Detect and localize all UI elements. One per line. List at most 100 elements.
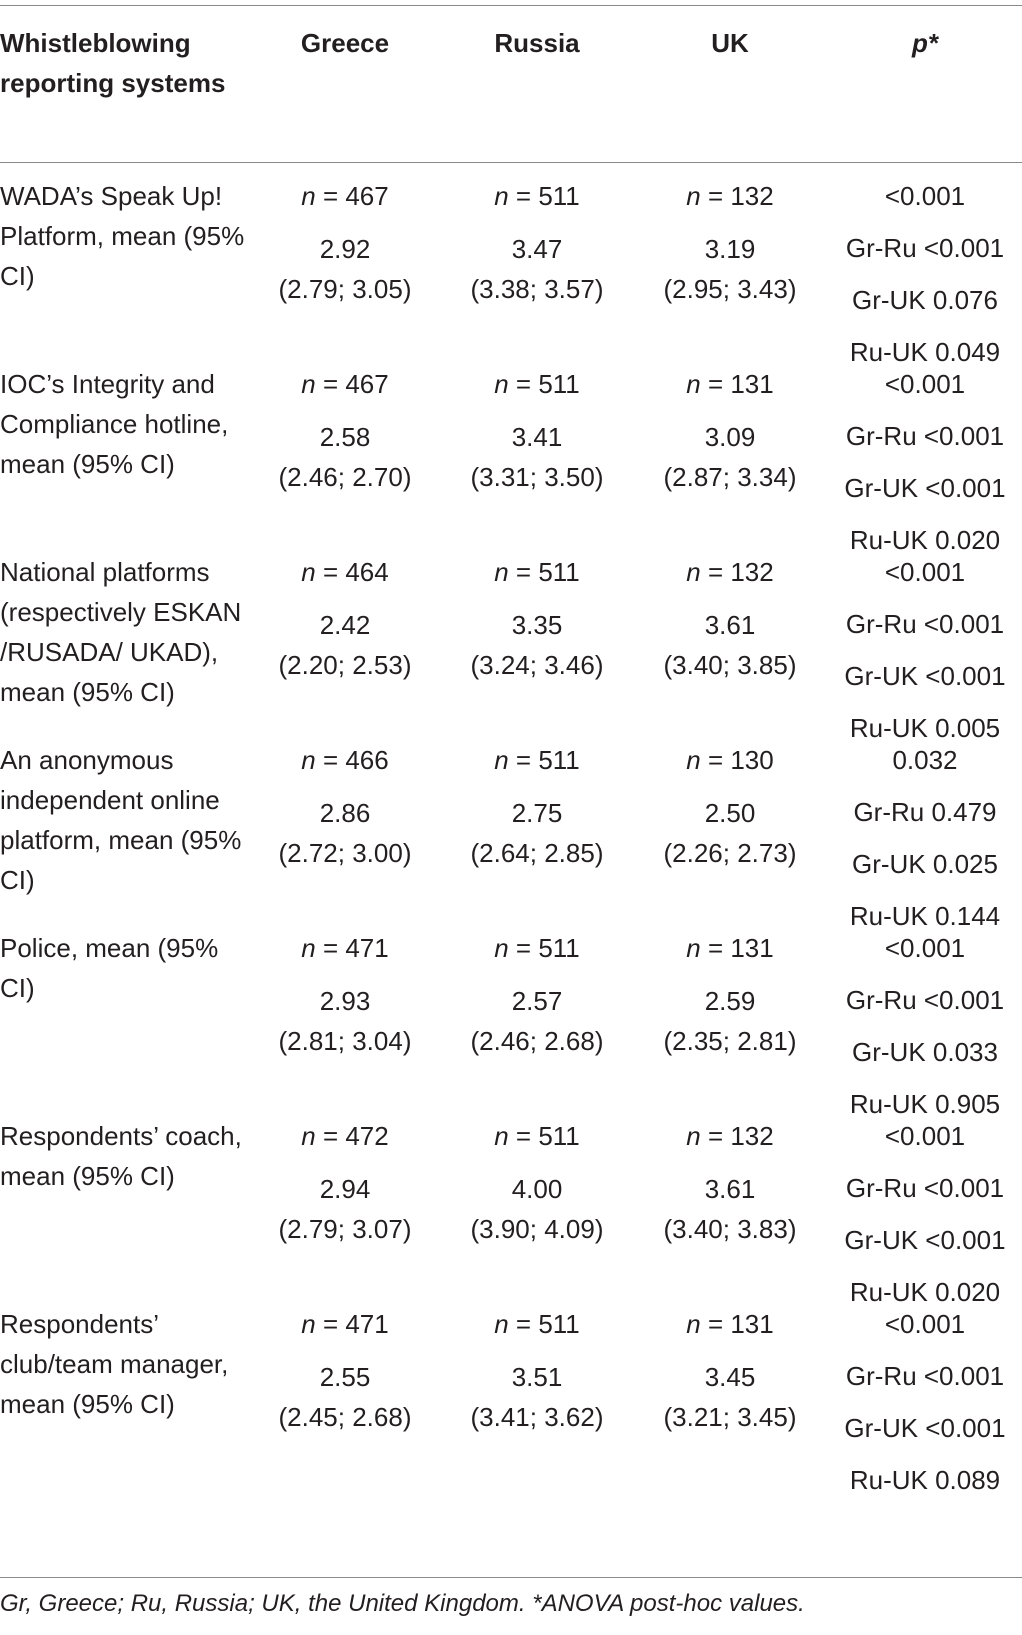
uk-ci: (2.87; 3.34) <box>663 462 797 492</box>
greece-n: n = 471 <box>301 933 389 963</box>
p-value: Ru-UK 0.089 <box>849 1465 1001 1495</box>
cell-russia: n = 511 2.75 (2.64; 2.85) <box>452 740 622 873</box>
cell-uk: n = 132 3.61 (3.40; 3.85) <box>645 552 815 685</box>
greece-mean: 2.42 <box>319 610 371 640</box>
russia-mean: 3.51 <box>511 1362 563 1392</box>
uk-ci: (3.21; 3.45) <box>663 1402 797 1432</box>
greece-ci: (2.81; 3.04) <box>278 1026 412 1056</box>
uk-n: n = 131 <box>686 369 774 399</box>
cell-p-values: <0.001 Gr-Ru <0.001 Gr-UK 0.033 Ru-UK 0.905 <box>828 928 1022 1136</box>
russia-n: n = 511 <box>494 181 580 211</box>
russia-n: n = 511 <box>494 745 580 775</box>
cell-russia: n = 511 4.00 (3.90; 4.09) <box>452 1116 622 1249</box>
russia-n: n = 511 <box>494 1309 580 1339</box>
table-bottom-rule <box>0 1577 1022 1578</box>
uk-mean: 2.50 <box>704 798 756 828</box>
cell-p-values: <0.001 Gr-Ru <0.001 Gr-UK 0.076 Ru-UK 0.049 <box>828 176 1022 384</box>
greece-n: n = 467 <box>301 369 389 399</box>
greece-mean: 2.94 <box>319 1174 371 1204</box>
russia-n: n = 511 <box>494 933 580 963</box>
cell-p-values: <0.001 Gr-Ru <0.001 Gr-UK <0.001 Ru-UK 0.02… <box>828 1116 1022 1324</box>
p-value: Gr-UK <0.001 <box>844 661 1006 691</box>
uk-n: n = 132 <box>686 557 774 587</box>
cell-p-values: 0.032 Gr-Ru 0.479 Gr-UK 0.025 Ru-UK 0.144 <box>828 740 1022 948</box>
uk-n: n = 131 <box>686 1309 774 1339</box>
p-value: Gr-UK 0.033 <box>852 1037 998 1067</box>
greece-n: n = 466 <box>301 745 389 775</box>
cell-uk: n = 132 3.19 (2.95; 3.43) <box>645 176 815 309</box>
cell-greece: n = 471 2.55 (2.45; 2.68) <box>260 1304 430 1437</box>
p-value: <0.001 <box>884 1121 966 1151</box>
cell-russia: n = 511 3.51 (3.41; 3.62) <box>452 1304 622 1437</box>
greece-mean: 2.55 <box>319 1362 371 1392</box>
header-greece: Greece <box>300 28 390 58</box>
p-value: Gr-Ru 0.479 <box>853 797 997 827</box>
p-value: Ru-UK 0.905 <box>849 1089 1001 1119</box>
uk-mean: 3.61 <box>704 1174 756 1204</box>
russia-mean: 4.00 <box>511 1174 563 1204</box>
greece-n: n = 464 <box>301 557 389 587</box>
table-top-rule <box>0 5 1022 6</box>
p-value: Gr-Ru <0.001 <box>845 421 1005 451</box>
uk-ci: (3.40; 3.85) <box>663 650 797 680</box>
p-value: Ru-UK 0.049 <box>849 337 1001 367</box>
cell-uk: n = 131 2.59 (2.35; 2.81) <box>645 928 815 1061</box>
uk-ci: (2.95; 3.43) <box>663 274 797 304</box>
p-value: Gr-UK <0.001 <box>844 473 1006 503</box>
row-label: National platforms (respectively ESKAN /… <box>0 557 242 707</box>
row-label: Police, mean (95% CI) <box>0 933 219 1003</box>
p-value: Gr-Ru <0.001 <box>845 609 1005 639</box>
russia-mean: 3.47 <box>511 234 563 264</box>
uk-mean: 3.45 <box>704 1362 756 1392</box>
p-value: Ru-UK 0.005 <box>849 713 1001 743</box>
russia-ci: (3.41; 3.62) <box>470 1402 604 1432</box>
uk-ci: (3.40; 3.83) <box>663 1214 797 1244</box>
russia-ci: (2.46; 2.68) <box>470 1026 604 1056</box>
russia-n: n = 511 <box>494 1121 580 1151</box>
cell-uk: n = 132 3.61 (3.40; 3.83) <box>645 1116 815 1249</box>
russia-ci: (2.64; 2.85) <box>470 838 604 868</box>
russia-ci: (3.24; 3.46) <box>470 650 604 680</box>
row-label: Respondents’ coach, mean (95% CI) <box>0 1121 242 1191</box>
greece-mean: 2.92 <box>319 234 371 264</box>
p-value: Gr-UK 0.076 <box>852 285 998 315</box>
p-value: Ru-UK 0.144 <box>849 901 1001 931</box>
russia-ci: (3.38; 3.57) <box>470 274 604 304</box>
p-value: <0.001 <box>884 1309 966 1339</box>
cell-greece: n = 471 2.93 (2.81; 3.04) <box>260 928 430 1061</box>
russia-mean: 3.35 <box>511 610 563 640</box>
row-label: Respondents’ club/team manager, mean (95… <box>0 1309 229 1419</box>
row-label: IOC’s Integrity and Compliance hotline, … <box>0 369 229 479</box>
greece-n: n = 472 <box>301 1121 389 1151</box>
greece-ci: (2.20; 2.53) <box>278 650 412 680</box>
greece-mean: 2.86 <box>319 798 371 828</box>
uk-n: n = 132 <box>686 181 774 211</box>
uk-mean: 3.61 <box>704 610 756 640</box>
greece-n: n = 467 <box>301 181 389 211</box>
p-value: Gr-Ru <0.001 <box>845 985 1005 1015</box>
greece-ci: (2.72; 3.00) <box>278 838 412 868</box>
uk-ci: (2.26; 2.73) <box>663 838 797 868</box>
table-footnote: Gr, Greece; Ru, Russia; UK, the United K… <box>0 1590 805 1617</box>
p-value: <0.001 <box>884 181 966 211</box>
p-value: Ru-UK 0.020 <box>849 525 1001 555</box>
cell-russia: n = 511 3.41 (3.31; 3.50) <box>452 364 622 497</box>
russia-mean: 3.41 <box>511 422 563 452</box>
cell-uk: n = 130 2.50 (2.26; 2.73) <box>645 740 815 873</box>
header-russia: Russia <box>494 28 580 58</box>
russia-mean: 2.57 <box>511 986 563 1016</box>
cell-greece: n = 467 2.58 (2.46; 2.70) <box>260 364 430 497</box>
russia-ci: (3.31; 3.50) <box>470 462 604 492</box>
uk-n: n = 132 <box>686 1121 774 1151</box>
cell-russia: n = 511 3.35 (3.24; 3.46) <box>452 552 622 685</box>
greece-mean: 2.58 <box>319 422 371 452</box>
header-rule <box>0 162 1022 163</box>
russia-mean: 2.75 <box>511 798 563 828</box>
cell-russia: n = 511 3.47 (3.38; 3.57) <box>452 176 622 309</box>
cell-greece: n = 472 2.94 (2.79; 3.07) <box>260 1116 430 1249</box>
greece-ci: (2.79; 3.07) <box>278 1214 412 1244</box>
uk-n: n = 131 <box>686 933 774 963</box>
greece-ci: (2.45; 2.68) <box>278 1402 412 1432</box>
greece-n: n = 471 <box>301 1309 389 1339</box>
cell-p-values: <0.001 Gr-Ru <0.001 Gr-UK <0.001 Ru-UK 0.02… <box>828 364 1022 572</box>
